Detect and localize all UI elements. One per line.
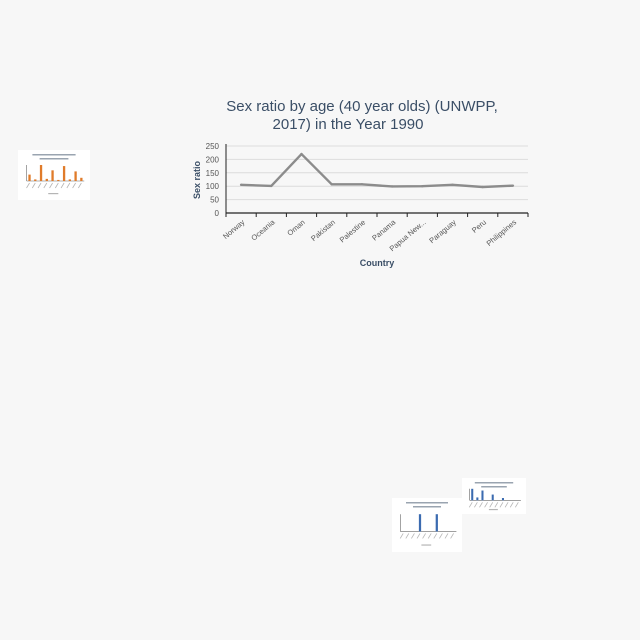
thumbnail-title-line [481,486,507,488]
thumbnail-bar [471,488,474,501]
thumbnail-tick-label [427,533,432,539]
thumbnail-tick-label [66,182,71,189]
thumbnail-bar [68,179,71,181]
thumbnail-bar [62,166,66,181]
thumbnail-tick-label [468,502,473,508]
thumbnail-x-label [488,508,498,511]
thumbnail-tick-label [72,182,76,189]
x-tick-label: Palestine [338,218,367,245]
y-tick-label: 200 [206,155,220,164]
thumbnail-tick-label [31,182,36,189]
thumbnail-tick-label [60,182,65,189]
data-point [300,152,303,156]
thumbnail-bar [481,490,484,501]
plot-area: 0 50 100 150 200 250 Norway Oceania Oman Pakistan… [206,142,529,253]
thumbnail-tick-label [514,502,519,508]
thumbnail-tick-label [509,502,514,508]
thumbnail-title-line [39,158,69,160]
y-tick-label: 250 [206,142,220,151]
thumbnail-tick-label [78,182,82,189]
x-tick-label: Oceania [249,217,277,242]
data-point [421,185,424,188]
thumbnail-tick-label [49,182,53,189]
thumbnail-tick-label [422,533,426,539]
thumbnail-chart-left[interactable] [18,150,90,200]
series-line-0 [241,152,513,189]
thumbnail-bar [57,179,60,181]
data-point [239,183,243,187]
data-point [481,185,484,189]
thumbnail-svg [468,482,521,511]
thumbnail-bar [501,498,504,501]
thumbnail-tick-label [499,502,504,508]
thumbnail-tick-label [494,502,499,508]
thumbnail-tick-label [474,502,478,508]
thumbnail-bar [34,179,37,181]
thumbnail-bar [80,177,83,181]
thumbnail-tick-label [450,533,454,539]
thumbnail-svg [26,154,85,195]
thumbnail-tick-label [504,502,509,508]
thumbnail-chart-bottom-right-1[interactable] [392,498,462,552]
data-point [360,183,364,186]
thumbnail-title-line [32,154,76,156]
thumbnail-bar [45,178,48,181]
data-point [330,183,333,186]
thumbnail-tick-label [54,182,59,189]
thumbnail-bar [435,514,438,532]
thumbnail-tick-label [26,182,30,189]
thumbnail-bar [39,165,43,181]
thumbnail-tick-label [433,533,438,539]
data-point [390,185,394,188]
thumbnail-tick-label [405,533,410,539]
thumbnail-title-line [406,502,448,504]
x-tick-label: Norway [221,217,246,240]
thumbnail-x-label [48,193,59,195]
thumbnail-chart-bottom-right-2[interactable] [462,478,526,514]
y-tick-label: 50 [210,196,219,205]
y-tick-label: 150 [206,169,220,178]
x-tick-label: Peru [470,218,488,235]
thumbnail-tick-label [484,502,488,508]
data-point [270,184,273,188]
thumbnail-tick-label [416,533,421,539]
x-axis-label: Country [360,258,395,268]
thumbnail-svg [399,502,457,546]
thumbnail-bar [28,174,31,181]
thumbnail-tick-label [444,533,449,539]
thumbnail-tick-label [411,533,415,539]
chart-title-line-1: Sex ratio by age (40 year olds) (UNWPP, [226,98,498,115]
x-tick-label: Pakistan [309,218,337,243]
data-point [451,183,454,187]
y-tick-label: 0 [215,209,220,218]
chart-title-line-2: 2017) in the Year 1990 [273,116,424,133]
thumbnail-x-label [421,544,432,546]
thumbnail-tick-label [479,502,483,508]
y-tick-label: 100 [206,182,220,191]
thumbnail-tick-label [43,182,48,189]
x-tick-label: Panama [370,217,398,242]
thumbnail-bar [491,494,494,501]
thumbnail-bar [74,171,77,181]
thumbnail-tick-label [489,502,494,508]
x-tick-label: Philippines [485,217,519,247]
y-axis-label: Sex ratio [192,160,202,199]
thumbnail-tick-label [439,533,443,539]
thumbnail-bar [51,170,54,181]
thumbnail-title-line [413,506,441,508]
x-tick-label: Oman [285,218,306,238]
thumbnail-bar [476,497,479,501]
x-tick-label: Paraguay [427,217,458,245]
thumbnail-title-line [474,482,514,484]
thumbnail-bar [418,514,422,532]
thumbnail-tick-label [399,533,404,539]
data-point [511,184,515,187]
thumbnail-tick-label [37,182,42,189]
